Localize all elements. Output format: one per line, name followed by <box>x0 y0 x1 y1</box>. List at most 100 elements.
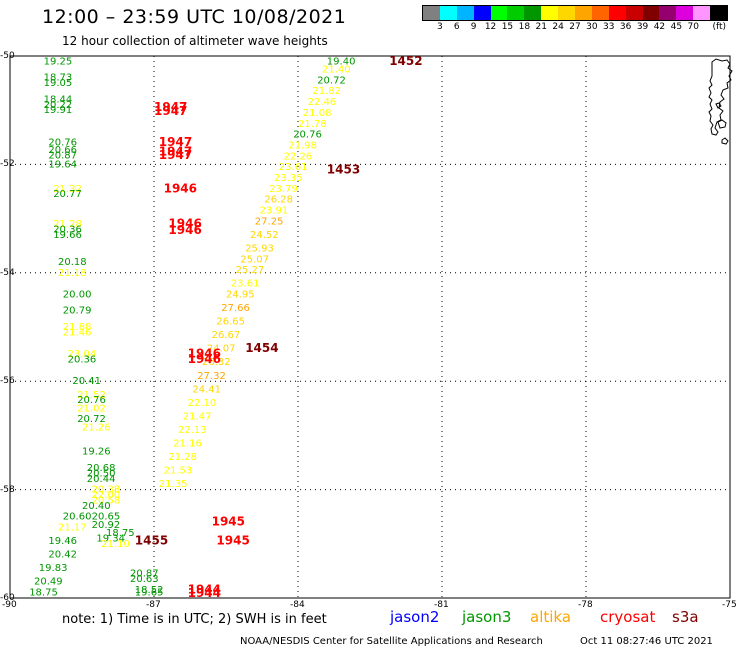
swh-value-label: 20.40 <box>82 501 111 512</box>
legend-swatch <box>659 6 677 20</box>
footer-note: note: 1) Time is in UTC; 2) SWH is in fe… <box>62 612 327 627</box>
latitude-tick-label: -58 <box>0 484 15 495</box>
pass-time-label: 1947 <box>154 104 187 118</box>
swh-value-label: 21.35 <box>159 479 188 490</box>
swh-value-label: 20.38 <box>92 485 121 496</box>
swh-value-label: 21.53 <box>164 466 193 477</box>
swh-value-label: 27.32 <box>197 371 226 382</box>
swh-value-label: 21.98 <box>288 140 317 151</box>
swh-value-label: 19.34 <box>96 533 125 544</box>
longitude-tick-label: -84 <box>290 600 305 610</box>
swh-value-label: 19.91 <box>44 105 73 116</box>
swh-value-label: 20.50 <box>87 468 116 479</box>
swh-value-label: 20.87 <box>48 151 77 162</box>
swh-value-label: 20.22 <box>44 100 73 111</box>
swh-value-label: 19.05 <box>44 78 73 89</box>
swh-value-label: 27.66 <box>221 303 250 314</box>
color-legend: 3 6 9 12 15 18 21 24 27 30 33 36 39 42 45 70 (ft) <box>422 5 728 33</box>
legend-label: 9 <box>470 22 477 32</box>
pass-time-label: 1455 <box>135 534 168 548</box>
swh-value-label: 26.67 <box>212 330 241 341</box>
latitude-tick-label: -60 <box>0 593 15 603</box>
island-path <box>715 102 729 145</box>
legend-unit: (ft) <box>712 22 727 32</box>
swh-value-label: 20.60 <box>63 512 92 523</box>
legend-swatch <box>625 6 643 20</box>
legend-label: 6 <box>453 22 460 32</box>
legend-label: 27 <box>569 22 581 32</box>
legend-swatch <box>710 6 728 20</box>
legend-label: 3 <box>437 22 443 32</box>
swh-value-label: 21.16 <box>173 439 202 450</box>
legend-swatch <box>541 6 559 20</box>
latitude-tick-label: -56 <box>0 376 15 387</box>
swh-value-label: 21.18 <box>58 268 87 279</box>
longitude-tick-label: -87 <box>146 600 161 610</box>
legend-label: 70 <box>687 22 699 32</box>
swh-value-label: 21.26 <box>82 422 111 433</box>
legend-swatch <box>575 6 592 20</box>
swh-value-label: 23.79 <box>269 184 298 195</box>
pass-time-label: 1946 <box>188 347 221 361</box>
pass-time-label: 1945 <box>216 534 249 548</box>
swh-value-label: 21.47 <box>183 411 212 422</box>
swh-value-label: 21.10 <box>101 539 130 550</box>
swh-value-label: 20.77 <box>53 189 82 200</box>
legend-label: 30 <box>586 22 598 32</box>
swh-value-label: 24.41 <box>192 384 221 395</box>
satellite-jason3: jason3 <box>462 608 512 626</box>
swh-value-label: 22.13 <box>178 425 207 436</box>
pass-time-label: 1947 <box>159 148 192 162</box>
swh-value-label: 21.08 <box>303 108 332 119</box>
satellite-altika: altika <box>530 608 572 626</box>
swh-value-label: 19.64 <box>48 159 77 170</box>
swh-value-label: 20.76 <box>293 130 322 141</box>
swh-value-label: 21.40 <box>322 65 351 76</box>
swh-value-label: 24.95 <box>226 289 255 300</box>
pass-time-label: 1945 <box>212 515 245 529</box>
legend-swatch <box>439 6 457 20</box>
swh-value-label: 26.32 <box>202 357 231 368</box>
swh-value-label: 20.68 <box>87 463 116 474</box>
swh-value-label: 20.66 <box>48 145 77 156</box>
legend-swatch <box>490 6 508 20</box>
legend-swatch <box>642 6 660 20</box>
legend-label: 24 <box>552 22 564 32</box>
swh-value-label: 21.88 <box>63 322 92 333</box>
pass-time-label: 1946 <box>168 223 201 237</box>
longitude-tick-label: -81 <box>434 600 449 610</box>
pass-time-label: 1944 <box>188 582 221 596</box>
swh-value-label: 21.02 <box>77 403 106 414</box>
swh-value-label: 22.00 <box>92 490 121 501</box>
coastline-path <box>708 58 733 136</box>
legend-swatch <box>608 6 626 20</box>
legend-swatch <box>473 6 491 20</box>
swh-value-label: 20.58 <box>92 495 121 506</box>
credit-line: NOAA/NESDIS Center for Satellite Applica… <box>240 636 543 647</box>
swh-value-label: 18.75 <box>29 588 58 599</box>
swh-value-label: 20.92 <box>92 520 121 531</box>
legend-swatch <box>524 6 542 20</box>
legend-swatch <box>591 6 609 20</box>
pass-time-labels: 1947194719471947194719461946194619461946… <box>135 54 423 600</box>
legend-swatch <box>423 6 440 20</box>
swh-value-label: 19.83 <box>39 563 68 574</box>
swh-value-label: 19.25 <box>44 56 73 67</box>
swh-value-label: 20.72 <box>317 75 346 86</box>
legend-label: 15 <box>501 22 514 32</box>
swh-value-label: 19.65 <box>135 588 164 599</box>
swh-value-label: 18.52 <box>135 585 164 596</box>
legend-swatch <box>456 6 474 20</box>
longitude-tick-label: -90 <box>2 600 17 610</box>
generated-timestamp: Oct 11 08:27:46 UTC 2021 <box>580 636 713 647</box>
swh-value-label: 20.76 <box>48 138 77 149</box>
swh-value-label: 23.35 <box>274 173 303 184</box>
satellite-cryosat: cryosat <box>600 608 656 626</box>
swh-value-label: 21.52 <box>77 390 106 401</box>
swh-value-label: 21.17 <box>58 523 87 534</box>
swh-value-label: 23.91 <box>260 205 289 216</box>
swh-value-label: 20.79 <box>63 306 92 317</box>
swh-value-label: 18.75 <box>106 528 135 539</box>
pass-time-label: 1944 <box>188 586 221 600</box>
legend-label: 21 <box>535 22 547 32</box>
